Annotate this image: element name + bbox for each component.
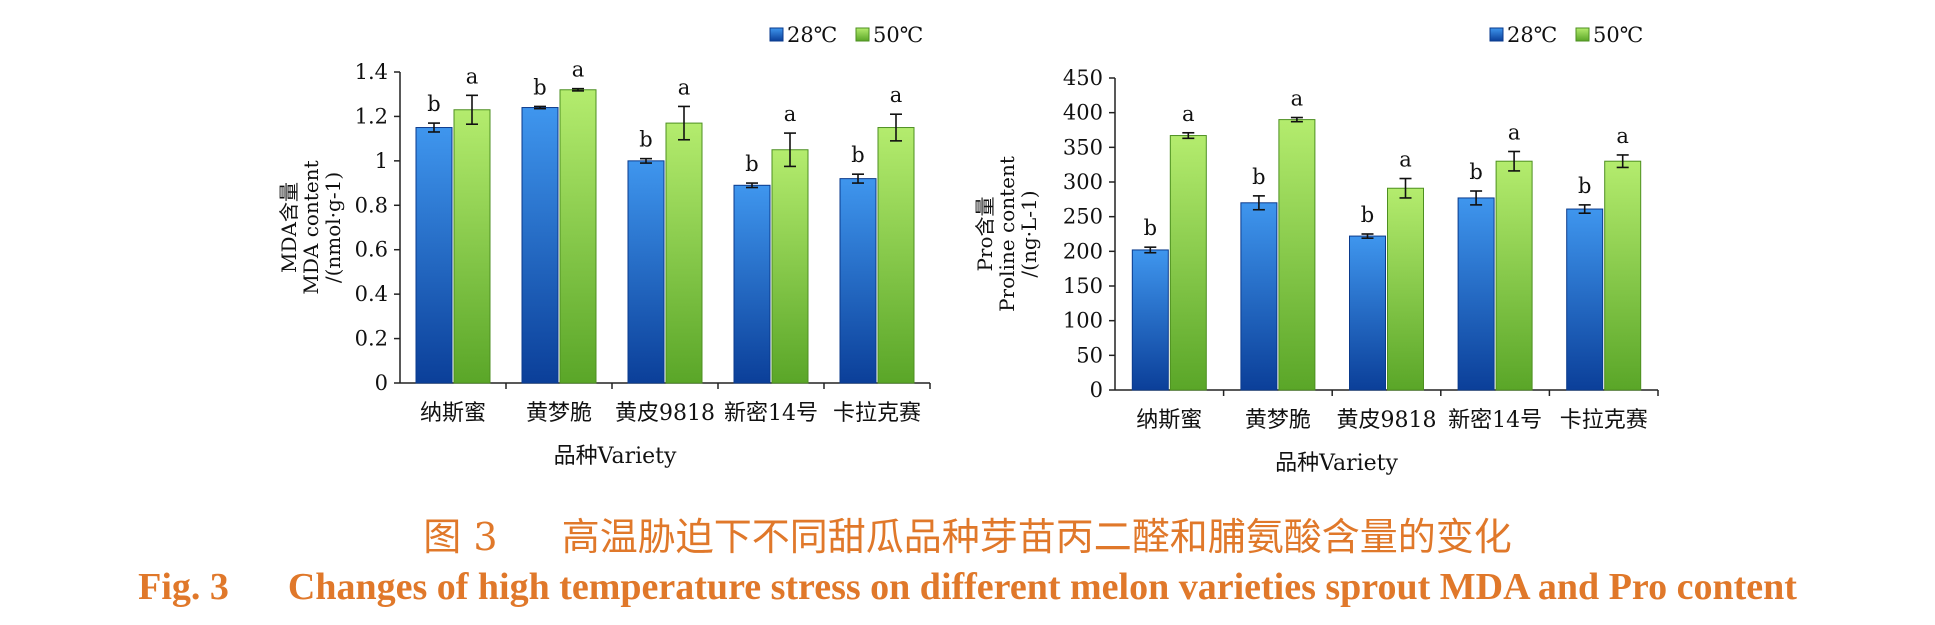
bar-28c [1131,249,1169,391]
y-axis-label-en: MDA content [299,160,323,294]
y-tick-label: 1.2 [355,104,388,128]
y-tick-label: 0.8 [355,193,388,217]
bar-28c [1457,197,1495,391]
significance-letter: a [784,102,797,126]
significance-letter: b [427,92,440,116]
bar-50c [665,122,703,384]
y-tick-label: 350 [1063,135,1103,159]
caption-en-label: Fig. 3 [138,566,229,608]
bar-28c [1349,235,1386,391]
legend-label: 50℃ [1593,23,1643,47]
x-axis-label: 品种Variety [1275,451,1398,476]
significance-letter: a [1399,148,1412,172]
y-tick-label: 50 [1076,343,1103,367]
y-axis-label-en: Proline content [995,156,1019,312]
x-tick-label: 纳斯蜜 [1136,408,1202,433]
y-tick-label: 200 [1063,239,1103,263]
x-tick-label: 卡拉克赛 [833,401,921,426]
bar-28c [415,127,453,384]
bar-28c [521,107,559,384]
bar-28c [733,184,771,384]
significance-letter: a [1616,124,1629,148]
x-tick-label: 卡拉克赛 [1560,408,1648,433]
bar-50c [771,149,809,384]
figure-caption-en: Fig. 3 Changes of high temperature stres… [0,565,1935,609]
y-axis-label-cn: MDA含量 [277,182,301,273]
significance-letter: b [1578,174,1591,198]
significance-letter: b [639,128,652,152]
y-tick-label: 250 [1063,205,1103,229]
bar-50c [559,89,597,384]
significance-letter: a [890,83,903,107]
x-tick-label: 黄梦脆 [526,401,592,426]
y-tick-label: 450 [1063,66,1103,90]
y-tick-label: 0.6 [355,238,388,262]
y-tick-label: 0.2 [355,327,388,351]
bar-28c [1566,208,1604,391]
figure-caption-cn: 图 3 高温胁迫下不同甜瓜品种芽苗丙二醛和脯氨酸含量的变化 [0,506,1935,561]
bar-28c [1240,202,1278,391]
y-tick-label: 300 [1063,170,1103,194]
significance-letter: b [851,143,864,167]
y-axis-label-unit: /(ng·L-1) [1017,190,1041,277]
significance-letter: b [1361,203,1374,227]
x-tick-label: 新密14号 [1448,408,1542,433]
caption-cn-text: 高温胁迫下不同甜瓜品种芽苗丙二醛和脯氨酸含量的变化 [561,515,1512,559]
significance-letter: b [1469,160,1482,184]
x-tick-label: 黄梦脆 [1245,408,1311,433]
chart-2: 0 50 100 150 200 250 300 350 400 450 纳斯蜜 b a 黄梦脆 b a 黄皮9… [973,23,1659,476]
chart-1: 0 0.2 0.4 0.6 0.8 1 1.2 1.4 纳斯蜜 b a 黄梦脆 b a 黄皮9818 b a 新密… [277,23,931,469]
bar-50c [1278,119,1316,391]
bar-50c [453,109,491,384]
y-tick-label: 0.4 [355,282,388,306]
legend-label: 28℃ [1507,23,1557,47]
x-tick-label: 黄皮9818 [615,401,715,426]
caption-en-text: Changes of high temperature stress on di… [287,566,1797,608]
x-tick-label: 纳斯蜜 [420,401,486,426]
significance-letter: a [1508,120,1521,144]
legend-label: 28℃ [787,23,837,47]
x-tick-label: 黄皮9818 [1337,408,1437,433]
significance-letter: a [1182,102,1195,126]
significance-letter: a [1291,87,1304,111]
y-axis-label-cn: Pro含量 [973,196,997,271]
x-axis-label: 品种Variety [554,444,677,469]
bar-50c [1169,135,1207,391]
significance-letter: a [572,58,585,82]
bar-50c [1387,187,1424,391]
legend-swatch-50c [855,27,870,42]
bar-50c [1604,160,1642,391]
y-tick-label: 100 [1063,309,1103,333]
y-axis-label-unit: /(nmol·g-1) [321,172,345,283]
y-tick-label: 0 [1090,378,1103,402]
significance-letter: b [1144,216,1157,240]
bar-50c [877,127,915,384]
bar-28c [627,160,665,384]
y-tick-label: 400 [1063,101,1103,125]
significance-letter: b [533,75,546,99]
caption-cn-label: 图 3 [423,515,498,559]
y-tick-label: 150 [1063,274,1103,298]
y-tick-label: 0 [375,371,388,395]
y-tick-label: 1.4 [355,60,388,84]
legend-label: 50℃ [873,23,923,47]
significance-letter: a [466,64,479,88]
legend-swatch-28c [1489,27,1504,42]
legend-swatch-28c [769,27,784,42]
x-tick-label: 新密14号 [724,401,818,426]
significance-letter: a [678,75,691,99]
significance-letter: b [745,152,758,176]
bar-28c [839,178,877,384]
bar-50c [1495,160,1533,391]
legend-swatch-50c [1575,27,1590,42]
y-tick-label: 1 [375,149,388,173]
significance-letter: b [1252,165,1265,189]
